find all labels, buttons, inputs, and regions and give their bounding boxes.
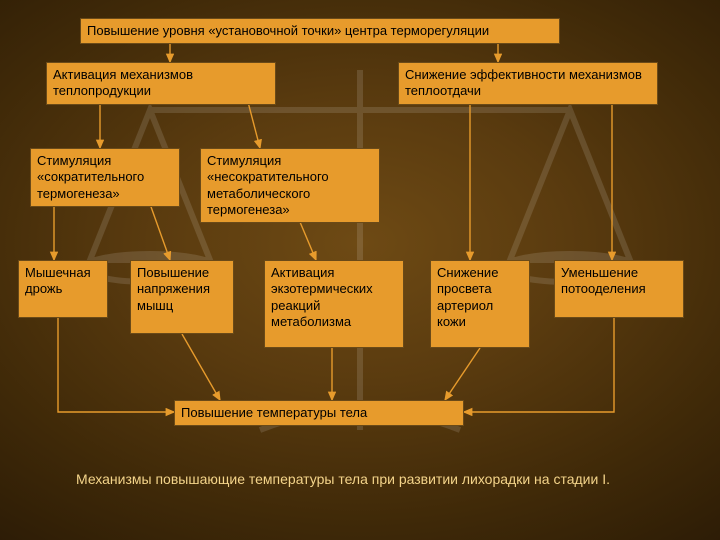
label: Стимуляция «несократительного метаболиче… — [207, 153, 329, 217]
label: Повышение уровня «установочной точки» це… — [87, 23, 489, 38]
figure-caption: Механизмы повышающие температуры тела пр… — [76, 470, 610, 488]
label: Активация механизмов теплопродукции — [53, 67, 193, 98]
label: Повышение напряжения мышц — [137, 265, 210, 313]
node-muscle-tone-increase: Повышение напряжения мышц — [130, 260, 234, 334]
node-exothermic-reactions: Активация экзотермических реакций метабо… — [264, 260, 404, 348]
node-heat-production-activation: Активация механизмов теплопродукции — [46, 62, 276, 105]
node-noncontractile-thermogenesis: Стимуляция «несократительного метаболиче… — [200, 148, 380, 223]
label: Снижение эффективности механизмов теплоо… — [405, 67, 642, 98]
label: Мышечная дрожь — [25, 265, 91, 296]
label: Стимуляция «сократительного термогенеза» — [37, 153, 144, 201]
node-setpoint-increase: Повышение уровня «установочной точки» це… — [80, 18, 560, 44]
node-contractile-thermogenesis: Стимуляция «сократительного термогенеза» — [30, 148, 180, 207]
label: Уменьшение потооделения — [561, 265, 646, 296]
label: Активация экзотермических реакций метабо… — [271, 265, 373, 329]
node-arteriole-constriction: Снижение просвета артериол кожи — [430, 260, 530, 348]
label: Снижение просвета артериол кожи — [437, 265, 498, 329]
node-heat-loss-efficiency-drop: Снижение эффективности механизмов теплоо… — [398, 62, 658, 105]
node-sweating-decrease: Уменьшение потооделения — [554, 260, 684, 318]
caption-text: Механизмы повышающие температуры тела пр… — [76, 471, 610, 487]
label: Повышение температуры тела — [181, 405, 367, 420]
node-muscle-shivering: Мышечная дрожь — [18, 260, 108, 318]
node-body-temperature-increase: Повышение температуры тела — [174, 400, 464, 426]
